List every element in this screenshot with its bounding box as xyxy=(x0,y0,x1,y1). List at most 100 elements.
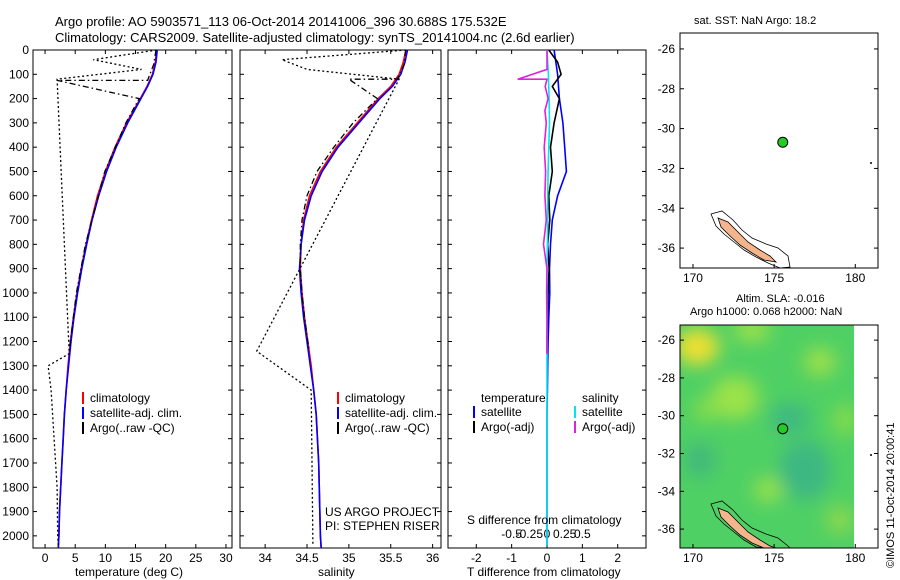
temperature-x-axis: 0 5 10 15 20 25 30 xyxy=(42,50,233,565)
s-difference-label: S difference from climatology xyxy=(467,513,622,527)
map-y-tick-label: -36 xyxy=(658,522,676,536)
s-difference-tick-label: -0.25 xyxy=(516,527,544,541)
depth-tick-label: 1300 xyxy=(2,359,29,373)
depth-tick-label: 1500 xyxy=(2,407,29,421)
sla-blob xyxy=(833,404,854,436)
map-x-tick-label: 170 xyxy=(683,271,703,285)
sla-map-axes: 170 175 180 -26 -28 -30 -32 -34 -36 xyxy=(658,333,878,565)
x-tick-label: 0 xyxy=(544,551,551,565)
depth-tick-label: 1900 xyxy=(2,505,29,519)
x-tick-label: 25 xyxy=(189,551,203,565)
legend-label-climatology: climatology xyxy=(345,391,405,405)
legend-label-argo: Argo(..raw -QC) xyxy=(345,421,430,435)
legend-title-temperature: temperature xyxy=(481,391,546,405)
map-y-tick-label: -32 xyxy=(658,447,676,461)
map-x-tick-label: 180 xyxy=(845,551,865,565)
legend-label-s-argo: Argo(-adj) xyxy=(582,420,635,434)
s-difference-tick-label: 0.5 xyxy=(574,527,591,541)
map-x-tick-label: 170 xyxy=(683,551,703,565)
temperature-axes-frame xyxy=(32,49,233,549)
sla-low-blob xyxy=(770,403,810,433)
salinity-legend: climatology satellite-adj. clim. Argo(..… xyxy=(337,391,437,435)
temperature-xlabel: temperature (deg C) xyxy=(75,565,183,579)
x-tick-label: 15 xyxy=(129,551,143,565)
map-y-tick-label: -28 xyxy=(658,82,676,96)
sst-map-axes: 170 175 180 -26 -28 -30 -32 -34 -36 xyxy=(658,42,878,285)
depth-tick-label: 1100 xyxy=(3,310,29,324)
land-mass xyxy=(717,217,778,263)
depth-tick-label: 1800 xyxy=(2,480,29,494)
sst-map-panel: sat. SST: NaN Argo: 18.2 170 175 180 -26 -28… xyxy=(658,15,879,285)
x-tick-label: 20 xyxy=(159,551,173,565)
x-tick-label: 1 xyxy=(579,551,586,565)
x-tick-label: 34.5 xyxy=(295,551,319,565)
temperature-panel: 0100200300400500600700800900100011001200… xyxy=(2,43,233,579)
s-difference-tick-label: 0.25 xyxy=(553,527,577,541)
series-line-satellite-adj-clim- xyxy=(298,49,409,549)
island-dot xyxy=(870,454,872,456)
x-tick-label: 5 xyxy=(72,551,79,565)
legend-label-satellite: satellite-adj. clim. xyxy=(90,406,182,420)
map-x-tick-label: 180 xyxy=(845,271,865,285)
series-line-climatology xyxy=(299,49,407,549)
sla-title-line-2: Argo h1000: 0.068 h2000: NaN xyxy=(690,306,842,318)
depth-tick-label: 900 xyxy=(9,262,29,276)
salinity-panel: 34 34.5 35 35.5 36 salinity climatology sate… xyxy=(239,49,442,579)
t-difference-label: T difference from climatology xyxy=(467,565,621,579)
x-tick-label: -1 xyxy=(506,551,517,565)
sla-blob xyxy=(693,398,717,422)
x-tick-label: 35.5 xyxy=(379,551,403,565)
map-y-tick-label: -36 xyxy=(658,241,676,255)
sla-blob xyxy=(804,348,836,376)
sla-blob xyxy=(826,506,854,534)
legend-label-satellite: satellite-adj. clim. xyxy=(345,406,437,420)
depth-tick-label: 1700 xyxy=(2,456,29,470)
legend-label-s-satellite: satellite xyxy=(582,405,623,419)
salinity-series xyxy=(240,49,441,549)
depth-tick-label: 1200 xyxy=(2,335,29,349)
depth-axis: 0 100 200 300 400 500 600 700 800 900 1000 1100 1200… xyxy=(2,43,232,543)
x-tick-label: 34 xyxy=(258,551,272,565)
depth-tick-label: 2000 xyxy=(2,529,29,543)
header-line-2: Climatology: CARS2009. Satellite-adjuste… xyxy=(55,30,575,45)
sla-field xyxy=(680,325,854,548)
salinity-x-axis: 34 34.5 35 35.5 36 xyxy=(258,50,440,565)
series-line-argo-raw-qc- xyxy=(56,49,157,354)
series-line-climatology xyxy=(57,49,158,549)
map-y-tick-label: -26 xyxy=(658,333,676,347)
difference-series xyxy=(448,49,646,546)
series-line-salinity-satellite xyxy=(546,49,551,546)
difference-legend: temperature salinity satellite Argo(-adj… xyxy=(473,391,635,434)
sla-blob xyxy=(711,376,759,420)
depth-tick-label: 700 xyxy=(9,213,29,227)
t-difference-x-axis: -2 -1 0 1 2 xyxy=(471,50,621,565)
map-y-tick-label: -34 xyxy=(658,201,676,215)
argo-float-marker xyxy=(777,136,789,148)
difference-panel: -2 -1 0 1 2 -0.5-0.25 0 0.250.5 S difference f… xyxy=(447,49,647,579)
series-line-argo-raw xyxy=(255,49,406,546)
coastline-outer xyxy=(710,210,791,269)
new-zealand-land xyxy=(710,210,791,269)
imos-credit: ©IMOS 11-Oct-2014 20:00:41 xyxy=(885,423,897,568)
map-y-tick-label: -26 xyxy=(658,42,676,56)
land-mass xyxy=(717,507,777,548)
legend-label-argo: Argo(..raw -QC) xyxy=(90,421,175,435)
map-y-tick-label: -30 xyxy=(658,122,676,136)
sla-blobs xyxy=(680,325,854,534)
legend-label-t-argo: Argo(-adj) xyxy=(481,420,534,434)
x-tick-label: 0 xyxy=(42,551,49,565)
legend-label-t-satellite: satellite xyxy=(481,405,522,419)
pi-annotation: PI: STEPHEN RISER xyxy=(325,519,440,533)
depth-tick-label: 800 xyxy=(9,237,29,251)
depth-tick-label: 100 xyxy=(9,67,29,81)
series-line-argo-raw xyxy=(47,49,157,546)
sla-map-frame xyxy=(679,324,879,549)
island-dot xyxy=(870,162,872,164)
sla-low-blob xyxy=(779,440,831,500)
sla-blob xyxy=(734,325,770,342)
x-tick-label: -2 xyxy=(471,551,482,565)
x-tick-label: 30 xyxy=(219,551,233,565)
legend-label-climatology: climatology xyxy=(90,391,150,405)
x-tick-label: 36 xyxy=(426,551,440,565)
